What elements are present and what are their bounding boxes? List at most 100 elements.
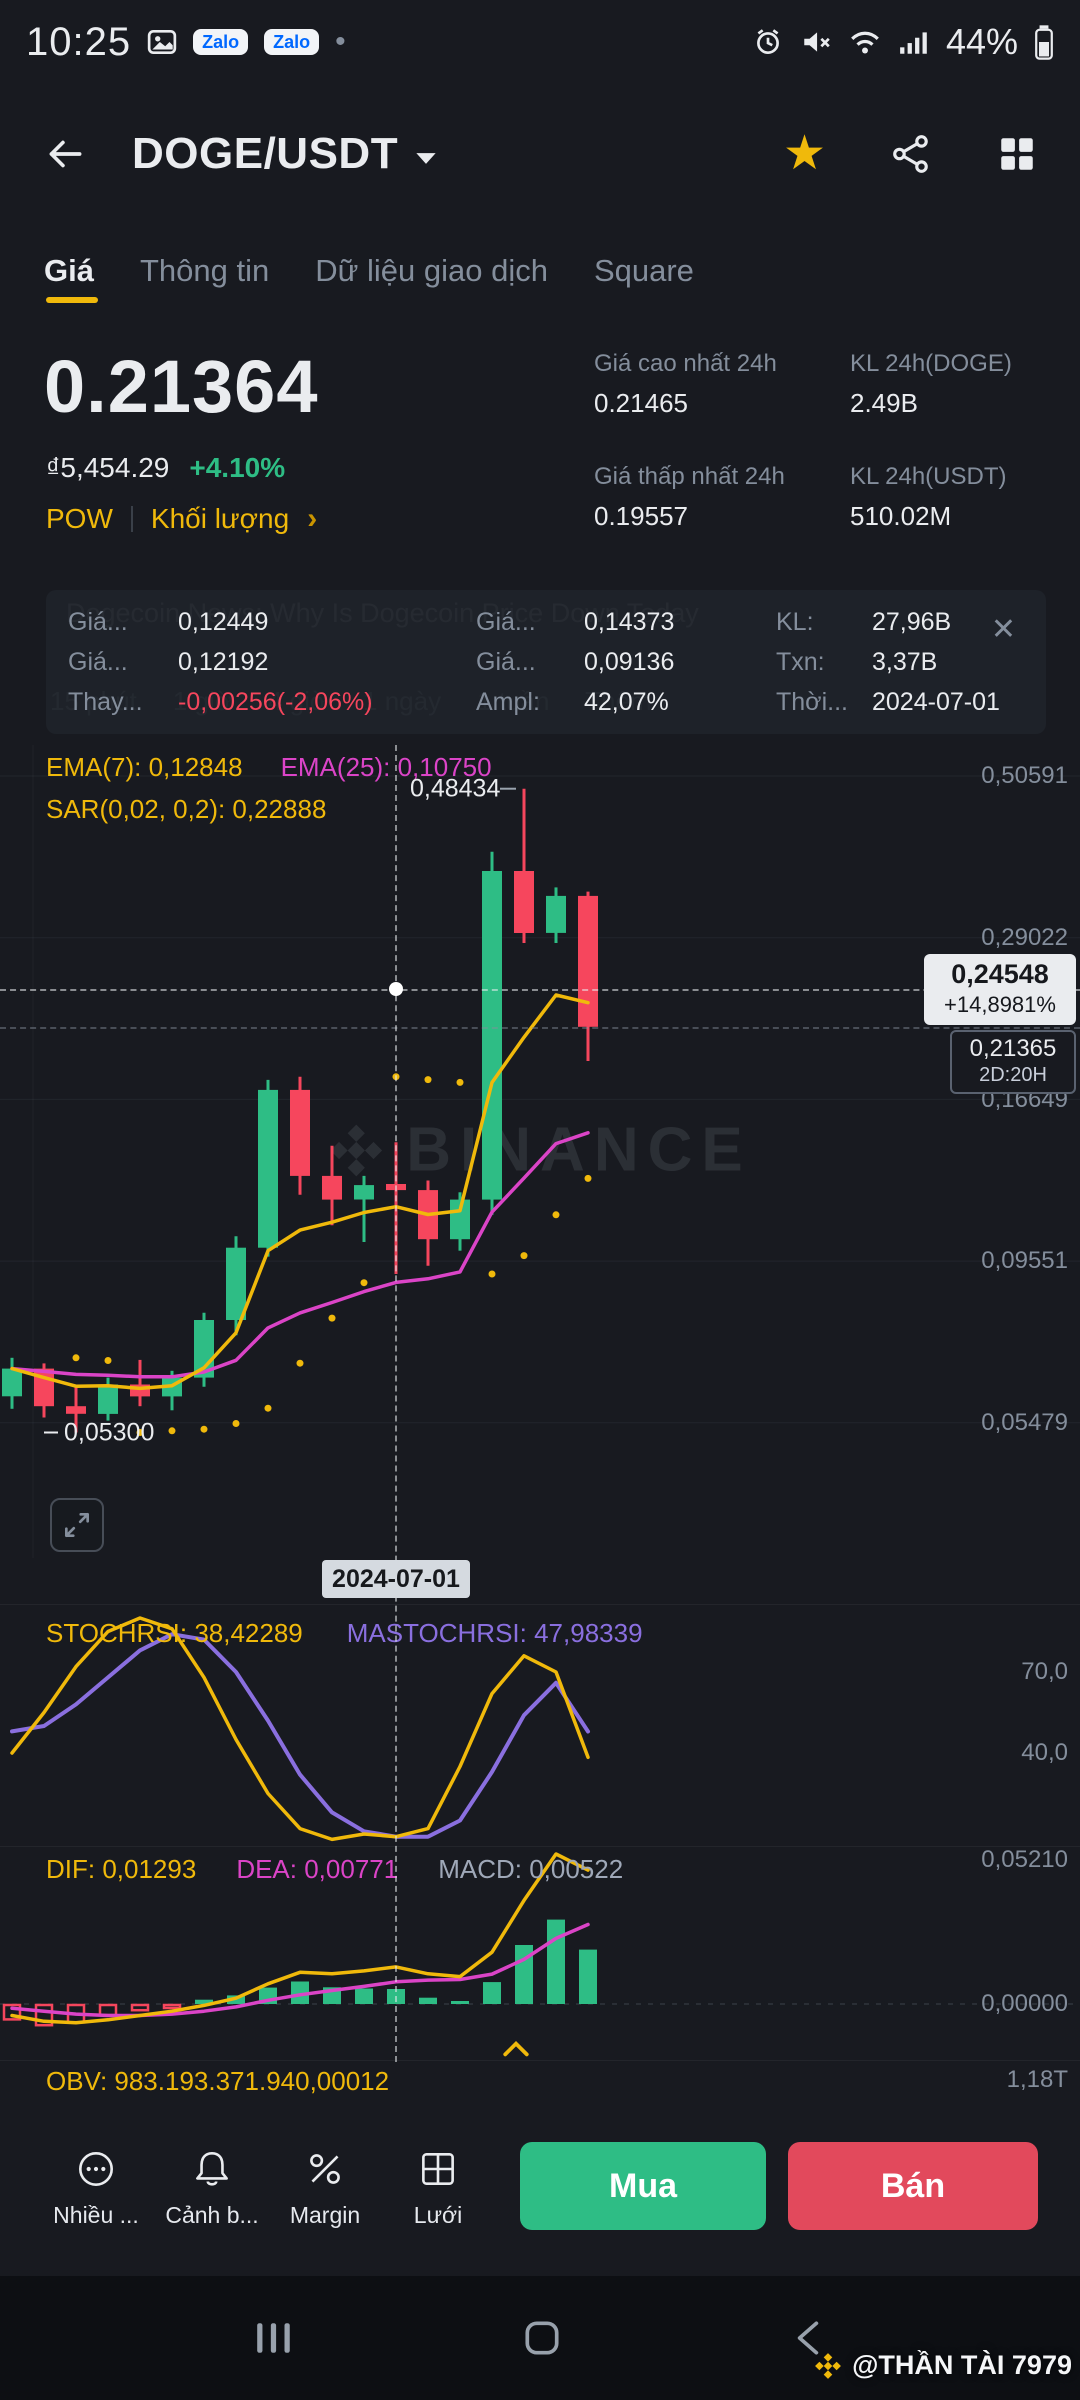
ohlc-info-panel: Giá... 0,12449 Giá... 0,12192 Thay... -0,00… bbox=[46, 590, 1046, 734]
close-icon[interactable]: ✕ bbox=[990, 613, 1016, 646]
ohlc-turnover: 3,37B bbox=[872, 648, 938, 676]
fiat-price-row: ₫5,454.29 +4.10% bbox=[46, 452, 285, 484]
ohlc-col-3: KL: 27,96B Txn: 3,37B Thời... 2024-07-01 ✕ bbox=[776, 602, 1024, 722]
ohlc-volume: 27,96B bbox=[872, 608, 952, 636]
price-axis-label: 0,05479 bbox=[981, 1409, 1068, 1436]
battery-icon bbox=[1035, 25, 1053, 60]
bell-icon bbox=[148, 2142, 276, 2192]
crosshair-date-label: 2024-07-01 bbox=[322, 1560, 470, 1598]
buy-button[interactable]: Mua bbox=[520, 2142, 766, 2230]
ema7-value: EMA(7): 0,12848 bbox=[46, 752, 243, 782]
more-notifications-dot: • bbox=[335, 25, 346, 58]
toolbar-grid-trading[interactable]: Lưới bbox=[374, 2142, 502, 2229]
expand-icon bbox=[65, 1513, 89, 1537]
macd-chart[interactable] bbox=[0, 1848, 1080, 2060]
obv-axis-label: 1,18T bbox=[1006, 2066, 1068, 2093]
grid-icon bbox=[374, 2142, 502, 2192]
ohlc-col-1: Giá... 0,12449 Giá... 0,12192 Thay... -0,00… bbox=[68, 602, 476, 722]
apps-grid-icon[interactable] bbox=[996, 133, 1038, 175]
sar-value: SAR(0,02, 0,2): 0,22888 bbox=[46, 794, 327, 824]
price-change-percent: +4.10% bbox=[189, 452, 286, 483]
ohlc-high: 0,14373 bbox=[584, 608, 675, 636]
pair-dropdown-icon[interactable] bbox=[414, 151, 438, 166]
status-bar-right: 44% bbox=[752, 21, 1054, 63]
stat-low-24h: Giá thấp nhất 24h 0.19557 bbox=[594, 463, 785, 531]
last-price: 0.21364 bbox=[44, 345, 319, 428]
binance-logo-icon bbox=[815, 2352, 842, 2379]
back-icon[interactable] bbox=[42, 131, 88, 177]
zalo-notification-icon-2: Zalo bbox=[264, 29, 320, 55]
expand-pane-caret-icon[interactable] bbox=[502, 2040, 530, 2063]
ohlc-col-2: Giá... 0,14373 Giá... 0,09136 Ampl: 42,07% bbox=[476, 602, 776, 722]
binance-watermark: BINANCE bbox=[328, 1115, 751, 1186]
home-nav-icon[interactable] bbox=[521, 2317, 563, 2359]
macd-axis-label: 0,00000 bbox=[981, 1990, 1068, 2017]
clock: 10:25 bbox=[26, 19, 132, 64]
ohlc-time: 2024-07-01 bbox=[872, 688, 1000, 716]
favorite-star-icon[interactable]: ★ bbox=[782, 127, 826, 180]
high-price-marker: 0,48434 bbox=[410, 774, 501, 803]
fullscreen-chart-button[interactable] bbox=[50, 1498, 104, 1552]
stochrsi-k-value: STOCHRSI: 38,42289 bbox=[46, 1618, 303, 1648]
ohlc-amplitude: 42,07% bbox=[584, 688, 669, 716]
last-price-line bbox=[0, 1027, 1080, 1029]
top-tabs: Giá Thông tin Dữ liệu giao dịch Square bbox=[0, 238, 1080, 304]
tab-square[interactable]: Square bbox=[593, 253, 694, 288]
dea-value: DEA: 0,00771 bbox=[236, 1854, 399, 1884]
system-nav-zone bbox=[0, 2276, 1080, 2400]
ema25-value: EMA(25): 0,10750 bbox=[280, 752, 492, 782]
wifi-icon bbox=[851, 31, 879, 54]
pane-divider bbox=[0, 2060, 1080, 2061]
stat-high-24h: Giá cao nhất 24h 0.21465 bbox=[594, 350, 777, 418]
dif-value: DIF: 0,01293 bbox=[46, 1854, 197, 1884]
consensus-tag[interactable]: POW bbox=[46, 503, 113, 534]
pane-divider bbox=[0, 1604, 1080, 1605]
last-price-tag: 0,21365 2D:20H bbox=[950, 1030, 1076, 1094]
cellular-signal-icon bbox=[900, 32, 927, 54]
stat-volume-usdt: KL 24h(USDT) 510.02M bbox=[850, 463, 1007, 531]
price-axis-label: 0,29022 bbox=[981, 924, 1068, 951]
macd-header: DIF: 0,01293 DEA: 0,00771 MACD: 0,00522 bbox=[46, 1854, 623, 1885]
volume-link[interactable]: Khối lượng bbox=[150, 503, 290, 534]
credit-watermark: @THẦN TÀI 7979 bbox=[814, 2350, 1072, 2381]
tab-du-lieu-giao-dich[interactable]: Dữ liệu giao dịch bbox=[315, 253, 548, 288]
stat-volume-doge: KL 24h(DOGE) 2.49B bbox=[850, 350, 1012, 418]
crosshair-price-tag: 0,24548 +14,8981% bbox=[924, 954, 1076, 1025]
stoch-axis-label: 40,0 bbox=[1021, 1739, 1068, 1766]
macd-value: MACD: 0,00522 bbox=[438, 1854, 624, 1884]
obv-value: OBV: 983.193.371.940,00012 bbox=[46, 2066, 390, 2096]
tab-thong-tin[interactable]: Thông tin bbox=[139, 253, 270, 288]
tab-gia[interactable]: Giá bbox=[44, 253, 98, 303]
stochrsi-chart[interactable] bbox=[0, 1606, 1080, 1851]
macd-axis-label: 0,05210 bbox=[981, 1846, 1068, 1873]
ema-indicator-row: EMA(7): 0,12848 EMA(25): 0,10750 bbox=[46, 752, 492, 783]
price-axis-label: 0,09551 bbox=[981, 1247, 1068, 1274]
battery-percentage: 44% bbox=[945, 21, 1018, 62]
sell-button[interactable]: Bán bbox=[788, 2142, 1038, 2230]
chevron-right-icon[interactable]: › bbox=[307, 502, 318, 535]
mute-icon bbox=[804, 32, 830, 52]
low-price-marker: 0,05300 bbox=[64, 1418, 155, 1447]
stochrsi-header: STOCHRSI: 38,42289 MASTOCHRSI: 47,98339 bbox=[46, 1618, 643, 1649]
toolbar-margin[interactable]: Margin bbox=[261, 2142, 389, 2229]
token-meta-row: POW Khối lượng › bbox=[46, 502, 317, 536]
ohlc-close: 0,12192 bbox=[178, 648, 269, 676]
crosshair-horizontal bbox=[0, 989, 1080, 991]
status-bar: 10:25 Zalo Zalo • 44% bbox=[0, 0, 1080, 84]
back-nav-icon[interactable] bbox=[789, 2317, 827, 2359]
toolbar-alert[interactable]: Cảnh b... bbox=[148, 2142, 276, 2229]
ohlc-low: 0,09136 bbox=[584, 648, 675, 676]
recents-nav-icon[interactable] bbox=[253, 2319, 295, 2357]
candlestick-chart[interactable] bbox=[0, 745, 1080, 1562]
stochrsi-d-value: MASTOCHRSI: 47,98339 bbox=[346, 1618, 643, 1648]
toolbar-more[interactable]: Nhiều ... bbox=[32, 2142, 160, 2229]
candle-countdown: 2D:20H bbox=[979, 1064, 1047, 1086]
pair-title[interactable]: DOGE/USDT bbox=[132, 129, 399, 178]
crosshair-dot bbox=[389, 982, 403, 996]
gallery-notification-icon bbox=[147, 29, 177, 55]
divider bbox=[130, 506, 133, 532]
app-header: DOGE/USDT ★ bbox=[0, 104, 1080, 204]
share-icon[interactable] bbox=[890, 133, 932, 175]
stats-24h: Giá cao nhất 24h 0.21465 KL 24h(DOGE) 2.… bbox=[594, 350, 1070, 532]
